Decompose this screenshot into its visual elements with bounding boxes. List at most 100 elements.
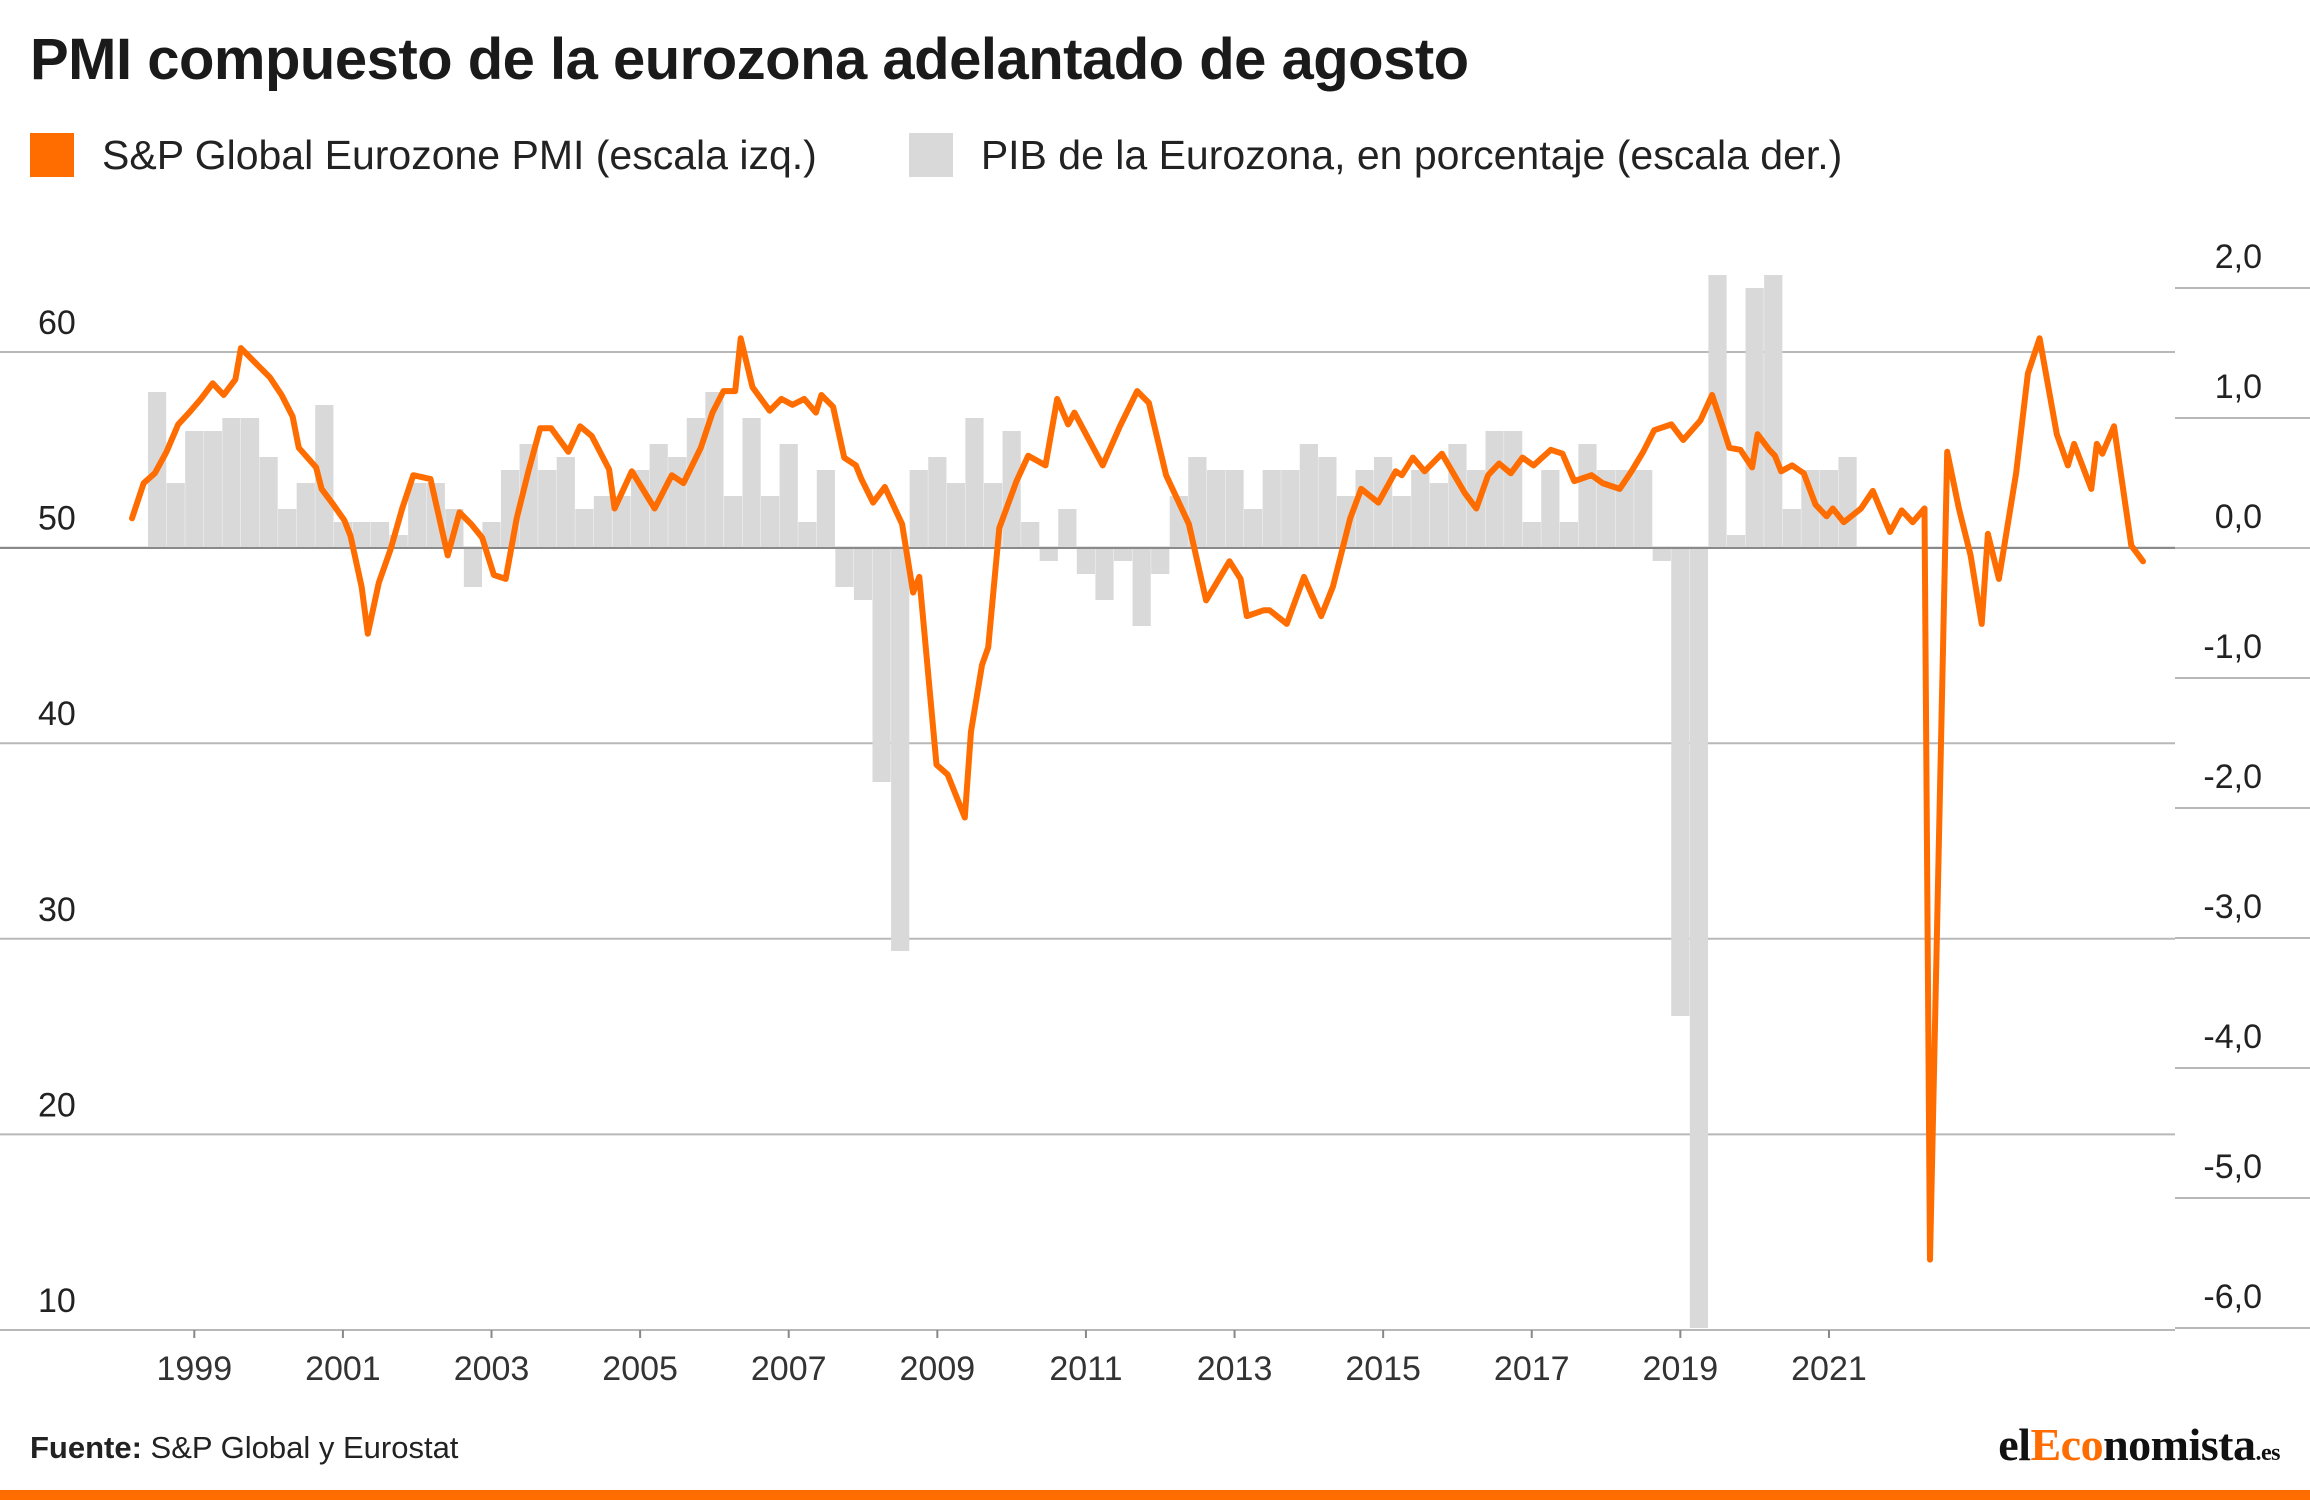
- gdp-bar: [1782, 509, 1801, 548]
- gdp-bar: [1058, 509, 1077, 548]
- gdp-bar: [1764, 275, 1783, 548]
- x-tick-label: 2017: [1494, 1350, 1570, 1388]
- gdp-bar: [742, 418, 761, 548]
- gdp-bar: [1039, 548, 1058, 561]
- y-left-tick-label: 50: [38, 500, 76, 538]
- gdp-bar: [408, 483, 427, 548]
- gdp-bar: [761, 496, 780, 548]
- y-left-tick-label: 40: [38, 695, 76, 733]
- gdp-bar: [1225, 470, 1244, 548]
- gdp-bar: [1485, 431, 1504, 548]
- gdp-bar: [1076, 548, 1096, 574]
- gdp-bar: [1541, 470, 1560, 548]
- y-right-tick-label: -1,0: [2203, 628, 2262, 666]
- gdp-bar: [1392, 496, 1411, 548]
- source-note: Fuente: S&P Global y Eurostat: [30, 1430, 458, 1466]
- gdp-bar: [965, 418, 984, 548]
- gdp-bar: [1726, 535, 1746, 548]
- gdp-bar: [1095, 548, 1114, 600]
- gdp-bar: [315, 405, 334, 548]
- y-right-tick-label: -3,0: [2203, 888, 2262, 926]
- gdp-bar: [352, 522, 371, 548]
- gdp-bar: [705, 392, 724, 548]
- gdp-bar: [891, 548, 910, 951]
- logo-prefix: el: [1998, 1419, 2031, 1470]
- y-left-tick-label: 20: [38, 1086, 76, 1124]
- gdp-bar: [1355, 470, 1374, 548]
- gdp-bar: [872, 548, 891, 782]
- gdp-bar: [1689, 548, 1709, 1328]
- legend-label-gdp: PIB de la Eurozona, en porcentaje (escal…: [980, 131, 1843, 178]
- gdp-bar: [1132, 548, 1151, 626]
- x-tick-label: 2011: [1049, 1350, 1122, 1388]
- axis-layer: [0, 547, 2175, 1338]
- gdp-bar: [1281, 470, 1300, 548]
- gdp-bar: [946, 483, 966, 548]
- bottom-accent-bar: [0, 1490, 2310, 1500]
- gdp-bar: [1838, 457, 1857, 548]
- gdp-bar: [296, 483, 315, 548]
- x-tick-label: 2007: [751, 1350, 827, 1388]
- legend-label-pmi: S&P Global Eurozone PMI (escala izq.): [102, 131, 817, 178]
- gdp-bar: [1151, 548, 1170, 574]
- gdp-bar: [1188, 457, 1207, 548]
- gdp-bar: [816, 470, 835, 548]
- y-right-tick-label: -5,0: [2203, 1148, 2262, 1186]
- x-tick-label: 2013: [1197, 1350, 1273, 1388]
- pmi-line-layer: [129, 335, 2146, 1263]
- gdp-bar: [1262, 470, 1281, 548]
- gdp-bar: [1652, 548, 1671, 561]
- gdp-bar: [1745, 288, 1764, 548]
- gdp-bar: [203, 431, 222, 548]
- gdp-bar: [909, 470, 928, 548]
- gdp-bar: [1634, 470, 1653, 548]
- gdp-bar: [482, 522, 501, 548]
- y-right-tick-label: 2,0: [2215, 238, 2262, 276]
- gdp-bar: [1801, 470, 1820, 548]
- gdp-bar: [1671, 548, 1690, 1016]
- logo-accent: Eco: [2030, 1419, 2104, 1470]
- x-tick-label: 2005: [602, 1350, 678, 1388]
- gdp-bar: [166, 483, 185, 548]
- gdp-bar: [278, 509, 297, 548]
- gdp-bar: [1318, 457, 1337, 548]
- x-tick-label: 2021: [1791, 1350, 1867, 1388]
- gdp-bar: [185, 431, 204, 548]
- gdp-bar: [1021, 522, 1040, 548]
- source-text: S&P Global y Eurostat: [141, 1430, 459, 1465]
- gdp-bar-layer: [148, 275, 1857, 1328]
- gdp-bar: [928, 457, 947, 548]
- gdp-bar: [779, 444, 798, 548]
- y-left-tick-label: 30: [38, 891, 76, 929]
- grid-layer: [0, 287, 2310, 1331]
- x-tick-label: 2003: [454, 1350, 530, 1388]
- x-tick-label: 2019: [1643, 1350, 1719, 1388]
- gdp-bar: [575, 509, 594, 548]
- gdp-bar: [1411, 470, 1430, 548]
- gdp-bar: [240, 418, 260, 548]
- gdp-bar: [1504, 431, 1523, 548]
- chart-title: PMI compuesto de la eurozona adelantado …: [30, 27, 1469, 92]
- y-left-tick-label: 10: [38, 1282, 76, 1320]
- x-tick-label: 2009: [900, 1350, 976, 1388]
- gdp-bar: [593, 496, 613, 548]
- pmi-line: [129, 335, 2146, 1263]
- gdp-bar: [798, 522, 817, 548]
- x-tick-label: 1999: [156, 1350, 232, 1388]
- gdp-bar: [723, 496, 743, 548]
- gdp-bar: [1578, 444, 1597, 548]
- gdp-bar: [370, 522, 390, 548]
- legend-item-pmi: S&P Global Eurozone PMI (escala izq.): [30, 132, 817, 179]
- gdp-bar: [1244, 509, 1263, 548]
- y-right-tick-label: -2,0: [2203, 758, 2262, 796]
- legend-item-gdp: PIB de la Eurozona, en porcentaje (escal…: [908, 131, 1843, 179]
- logo-suffix: nomista: [2103, 1419, 2256, 1470]
- gdp-bar: [1522, 522, 1541, 548]
- logo-tld: .es: [2255, 1440, 2281, 1466]
- y-right-tick-label: -6,0: [2203, 1278, 2262, 1316]
- legend: S&P Global Eurozone PMI (escala izq.) PI…: [30, 130, 1934, 180]
- gdp-bar: [538, 470, 557, 548]
- legend-swatch-gdp: [908, 133, 953, 177]
- gdp-bar: [259, 457, 278, 548]
- y-right-tick-label: -4,0: [2203, 1018, 2262, 1056]
